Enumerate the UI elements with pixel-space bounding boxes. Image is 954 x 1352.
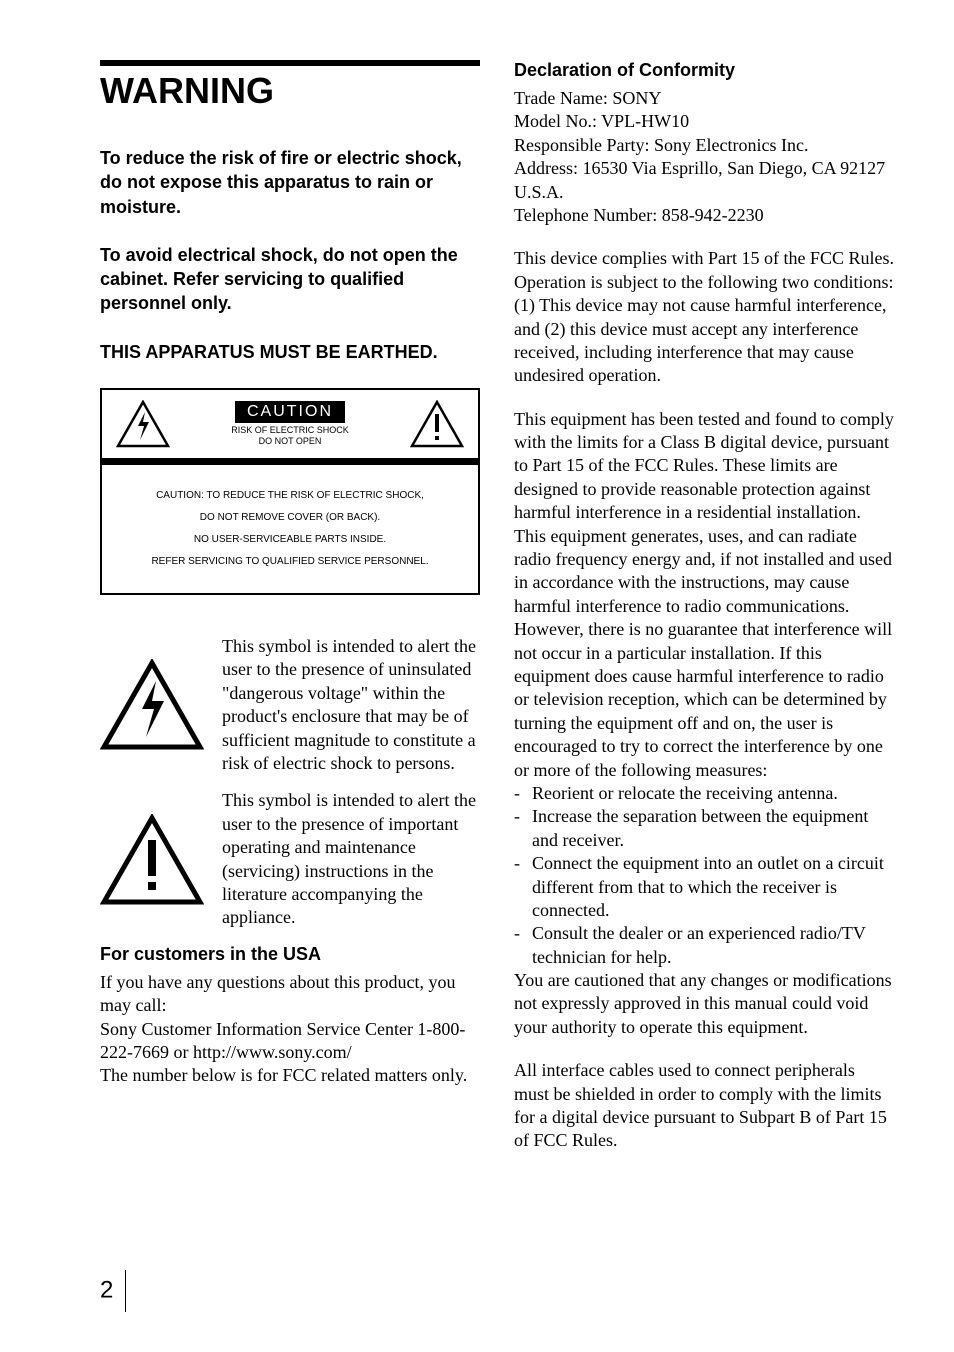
exclaim-triangle-icon xyxy=(410,400,464,448)
warning-para-2: To avoid electrical shock, do not open t… xyxy=(100,243,480,316)
doc-telephone: Telephone Number: 858-942-2230 xyxy=(514,204,894,227)
customers-usa-heading: For customers in the USA xyxy=(100,944,480,965)
exclaim-symbol-row: This symbol is intended to alert the use… xyxy=(100,789,480,929)
doc-address: Address: 16530 Via Esprillo, San Diego, … xyxy=(514,157,894,204)
measure-1: Reorient or relocate the receiving anten… xyxy=(514,782,894,805)
caution-line-2: DO NOT REMOVE COVER (OR BACK). xyxy=(112,507,468,529)
voltage-symbol-row: This symbol is intended to alert the use… xyxy=(100,635,480,775)
warning-top-bar xyxy=(100,60,480,66)
fcc-caution: You are cautioned that any changes or mo… xyxy=(514,969,894,1039)
fcc-shielded: All interface cables used to connect per… xyxy=(514,1059,894,1153)
voltage-triangle-icon xyxy=(116,400,170,448)
doc-model: Model No.: VPL-HW10 xyxy=(514,110,894,133)
measure-3: Connect the equipment into an outlet on … xyxy=(514,852,894,922)
doc-party: Responsible Party: Sony Electronics Inc. xyxy=(514,134,894,157)
voltage-triangle-icon xyxy=(100,659,204,751)
measure-2: Increase the separation between the equi… xyxy=(514,805,894,852)
warning-title: WARNING xyxy=(100,70,480,112)
measure-4: Consult the dealer or an experienced rad… xyxy=(514,922,894,969)
fcc-para-1: This device complies with Part 15 of the… xyxy=(514,247,894,387)
exclaim-symbol-text: This symbol is intended to alert the use… xyxy=(222,789,480,929)
customers-usa-body: If you have any questions about this pro… xyxy=(100,971,480,1088)
voltage-symbol-text: This symbol is intended to alert the use… xyxy=(222,635,480,775)
caution-label: CAUTION xyxy=(235,401,345,423)
page-number: 2 xyxy=(100,1270,126,1312)
fcc-para-2: This equipment has been tested and found… xyxy=(514,408,894,782)
caution-line-3: NO USER-SERVICEABLE PARTS INSIDE. xyxy=(112,529,468,551)
exclaim-triangle-icon xyxy=(100,814,204,906)
caution-small-1: RISK OF ELECTRIC SHOCK xyxy=(231,425,349,436)
doc-heading: Declaration of Conformity xyxy=(514,60,894,81)
warning-para-1: To reduce the risk of fire or electric s… xyxy=(100,146,480,219)
measures-list: Reorient or relocate the receiving anten… xyxy=(514,782,894,969)
caution-box: CAUTION RISK OF ELECTRIC SHOCK DO NOT OP… xyxy=(100,388,480,595)
caution-line-1: CAUTION: TO REDUCE THE RISK OF ELECTRIC … xyxy=(112,485,468,507)
warning-para-3: THIS APPARATUS MUST BE EARTHED. xyxy=(100,340,480,364)
doc-trade-name: Trade Name: SONY xyxy=(514,87,894,110)
caution-small-2: DO NOT OPEN xyxy=(259,436,322,447)
caution-line-4: REFER SERVICING TO QUALIFIED SERVICE PER… xyxy=(112,551,468,573)
